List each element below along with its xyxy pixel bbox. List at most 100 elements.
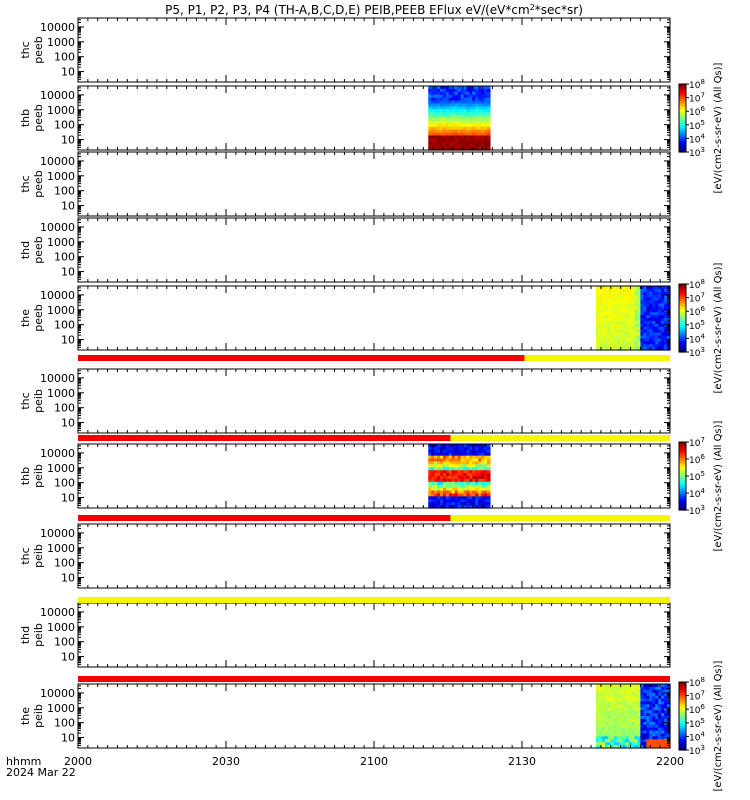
panel-frame [77,443,671,509]
spectrogram-cell [649,286,653,290]
spectrogram-cell [613,704,618,708]
spectrogram-cell [487,120,491,125]
spectrogram-cell [652,721,656,726]
spectrogram-cell [437,487,441,492]
spectrogram-cell [607,684,612,688]
spectrogram-cell [472,86,476,90]
spectrogram-cell [440,120,444,125]
spectrogram-cell [463,464,468,468]
spectrogram-cell [484,499,488,503]
spectrogram-cell [616,704,621,708]
colorbar-tick-exponent: 5 [700,470,704,478]
spectrogram-cell [466,144,470,148]
spectrogram-cell [598,739,603,743]
spectrogram-cell [448,106,453,110]
colorbar-cell [679,724,686,727]
spectrogram-cell [643,286,647,290]
spectrogram-cell [428,135,432,139]
spectrogram-cell [475,138,479,142]
spectrogram-cell [628,335,633,339]
spectrogram-cell [619,733,624,737]
spectrogram-cell [460,144,465,148]
spectrogram-cell [466,100,470,105]
spectrogram-cell [475,452,479,457]
spectrogram-cell [445,484,450,489]
spectrogram-cell [487,106,491,110]
spectrogram-cell [598,320,603,325]
spectrogram-cell [601,288,606,293]
spectrogram-cell [448,502,453,506]
spectrogram-cell [616,736,621,740]
spectrogram-cell [664,704,668,708]
spectrogram-cell [646,332,650,337]
spectrogram-cell [431,135,435,139]
spectrogram-cell [649,695,653,700]
spectrogram-cell [649,344,653,348]
spectrogram-cell [616,701,621,705]
spectrogram-cell [652,736,656,740]
y-tick-label: 10 [61,200,75,213]
spectrogram-cell [445,467,450,471]
spectrogram-cell [457,115,462,119]
spectrogram-cell [631,303,636,307]
spectrogram-cell [622,300,627,305]
spectrogram-cell [484,452,488,457]
spectrogram-cell [658,716,662,720]
spectrogram-cell [466,129,470,134]
spectrogram-cell [478,490,482,495]
time-tick-label: 2130 [508,755,536,768]
spectrogram-cell [451,123,456,128]
colorbar-tick-label: 107 [689,690,705,703]
spectrogram-cell [440,97,444,102]
spectrogram-cell [451,91,456,96]
spectrogram-cell [631,692,636,697]
time-axis-date-label: 2024 Mar 22 [6,766,76,779]
colorbar-tick-label: 106 [689,703,705,716]
spectrogram-cell [625,323,630,328]
spectrogram-cell [440,487,444,492]
spectrogram-cell [598,716,603,720]
spectrogram-cell [616,332,621,337]
spectrogram-cell [484,502,488,506]
spectrogram-cell [454,502,459,506]
spectrogram-cell [457,144,462,148]
spectrogram-cell [613,320,618,325]
spectrogram-cell [469,120,473,125]
spectrogram-cell [440,103,444,107]
spectrogram-cell [448,118,453,122]
spectrogram-cell [434,452,438,457]
spectrogram-cell [466,115,470,119]
spectrogram-cell [652,701,656,705]
colorbar-label: [eV/(cm2-s-sr-eV) (All Qs)] [713,262,724,393]
spectrogram-cell [437,94,441,99]
spectrogram-cell [437,496,441,500]
spectrogram-cell [637,306,641,310]
spectrogram-cell [431,129,435,134]
spectrogram-cell [460,476,465,480]
spectrogram-cell [440,86,444,90]
spectrogram-cell [431,449,435,454]
spectrogram-cell [434,458,438,463]
spectrogram-cell [469,449,473,454]
spectrogram-cell [451,100,456,105]
spectrogram-cell [616,698,621,703]
spectrogram-cell [469,487,473,492]
spectrogram-cell [475,129,479,134]
spectrogram-cell [613,710,618,714]
spectrogram-cell [613,315,618,319]
spectrogram-cell [607,335,612,339]
spectrogram-cell [598,686,603,691]
spectrogram-cell [664,332,668,337]
spectrogram-cell [631,689,636,694]
spectrogram-cell [484,496,488,500]
spectrogram-cell [457,88,462,93]
spectrogram-cell [640,286,644,290]
spectrogram-cell [643,698,647,703]
spectrogram-cell [628,701,633,705]
spectrogram-cell [664,329,668,334]
colorbar-cell [679,462,686,465]
spectrogram-cell [460,100,465,105]
spectrogram-cell [428,473,432,477]
colorbar-tick-label: 104 [689,132,705,145]
spectrogram-cell [454,144,459,148]
